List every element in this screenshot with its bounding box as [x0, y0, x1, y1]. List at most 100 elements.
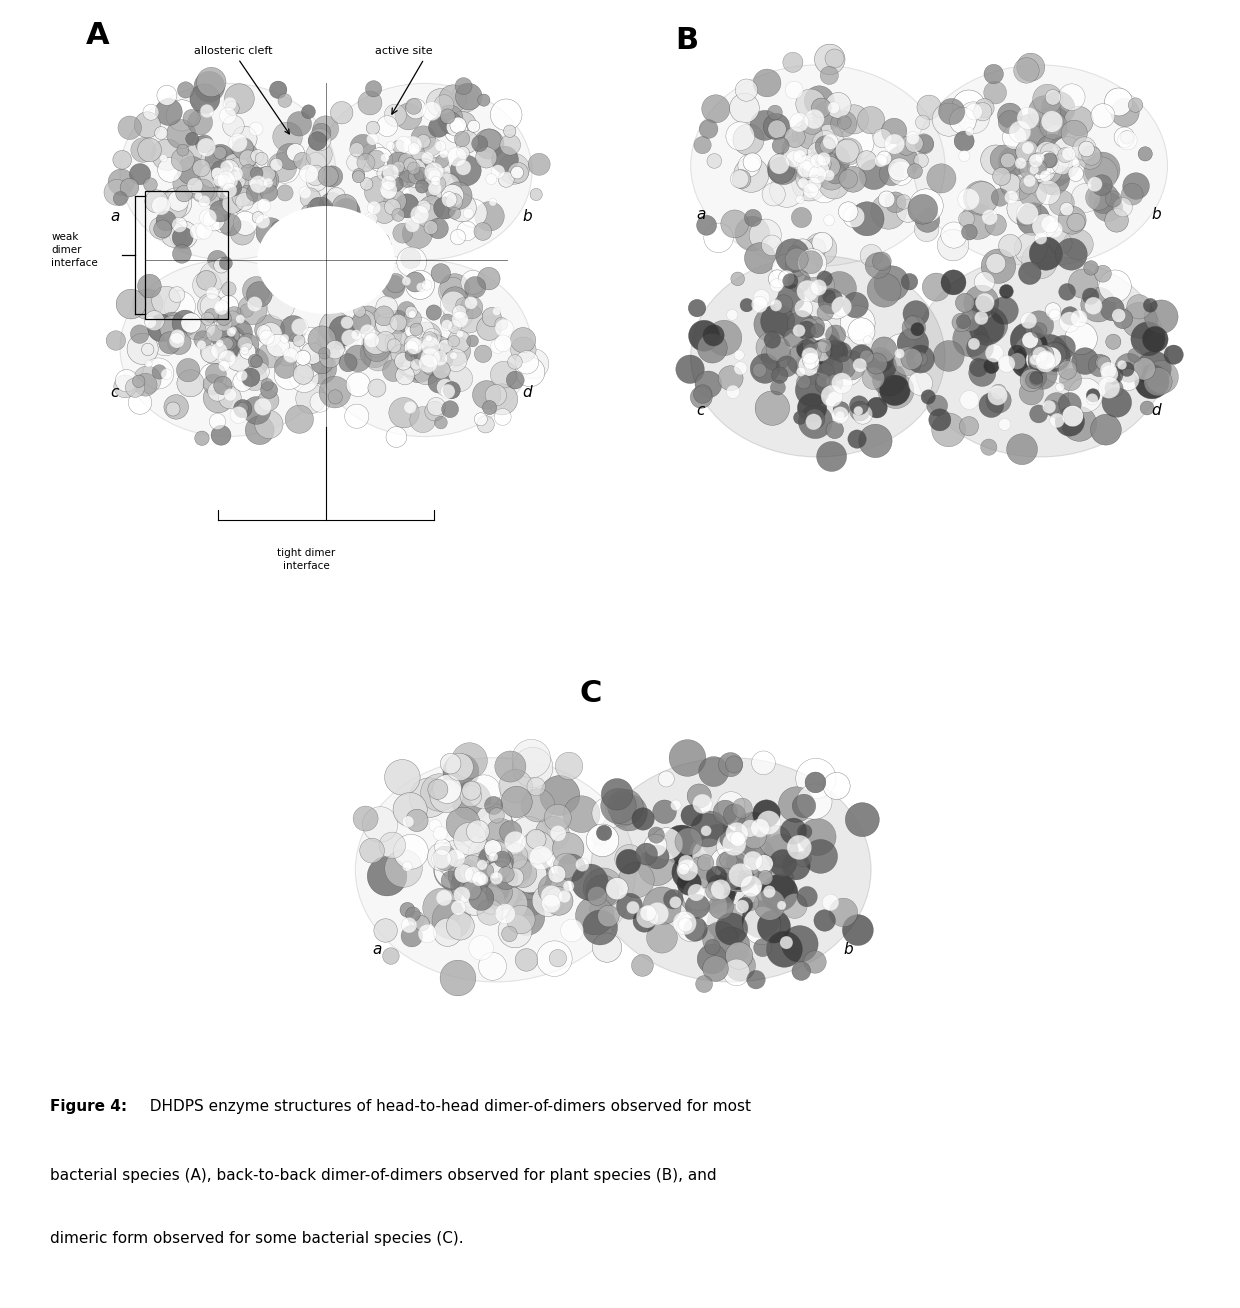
Circle shape: [963, 285, 998, 320]
Circle shape: [768, 105, 782, 120]
Circle shape: [187, 110, 212, 135]
Circle shape: [361, 330, 393, 361]
Circle shape: [905, 135, 924, 153]
Circle shape: [826, 421, 843, 438]
Circle shape: [301, 343, 324, 364]
Circle shape: [397, 247, 427, 277]
Circle shape: [502, 854, 532, 883]
Circle shape: [811, 98, 831, 118]
Circle shape: [1120, 131, 1133, 144]
Circle shape: [773, 137, 789, 154]
Circle shape: [317, 166, 339, 186]
Circle shape: [787, 269, 811, 293]
Circle shape: [806, 413, 822, 430]
Circle shape: [138, 139, 161, 162]
Circle shape: [222, 281, 236, 296]
Circle shape: [169, 286, 185, 302]
Circle shape: [956, 315, 970, 328]
Circle shape: [748, 861, 771, 884]
Circle shape: [849, 402, 869, 421]
Circle shape: [866, 353, 887, 374]
Circle shape: [218, 386, 242, 409]
Circle shape: [792, 324, 805, 337]
Circle shape: [200, 364, 227, 391]
Circle shape: [1068, 166, 1084, 182]
Circle shape: [311, 352, 334, 374]
Circle shape: [511, 337, 536, 362]
Circle shape: [1040, 143, 1061, 165]
Circle shape: [779, 787, 813, 823]
Circle shape: [707, 153, 722, 169]
Circle shape: [486, 862, 503, 879]
Circle shape: [861, 245, 883, 267]
Circle shape: [446, 912, 475, 940]
Circle shape: [968, 360, 996, 386]
Circle shape: [563, 795, 600, 832]
Circle shape: [802, 271, 835, 302]
Circle shape: [797, 161, 815, 178]
Circle shape: [427, 89, 455, 116]
Circle shape: [373, 320, 402, 348]
Ellipse shape: [691, 255, 945, 456]
Circle shape: [405, 318, 434, 347]
Circle shape: [715, 859, 740, 884]
Circle shape: [1078, 145, 1102, 169]
Circle shape: [203, 383, 233, 413]
Circle shape: [472, 841, 507, 875]
Circle shape: [299, 215, 314, 230]
Circle shape: [538, 874, 569, 905]
Circle shape: [1012, 347, 1042, 378]
Circle shape: [248, 354, 262, 368]
Circle shape: [1017, 203, 1038, 225]
Circle shape: [795, 349, 831, 385]
Circle shape: [885, 192, 906, 213]
Circle shape: [288, 330, 319, 361]
Circle shape: [434, 850, 472, 889]
Circle shape: [218, 361, 229, 371]
Circle shape: [435, 141, 445, 152]
Circle shape: [396, 194, 419, 218]
Circle shape: [386, 273, 405, 293]
Circle shape: [164, 395, 188, 419]
Circle shape: [867, 273, 901, 307]
Circle shape: [250, 149, 264, 162]
Circle shape: [405, 306, 418, 318]
Circle shape: [970, 310, 1004, 345]
Circle shape: [817, 152, 831, 166]
Circle shape: [817, 271, 832, 286]
Circle shape: [802, 344, 821, 362]
Circle shape: [241, 347, 249, 354]
Circle shape: [475, 803, 512, 840]
Circle shape: [435, 154, 449, 167]
Circle shape: [806, 335, 832, 361]
Circle shape: [363, 335, 391, 361]
Circle shape: [750, 110, 780, 140]
Circle shape: [808, 318, 832, 341]
Circle shape: [505, 869, 523, 887]
Circle shape: [428, 175, 446, 194]
Circle shape: [879, 375, 910, 405]
Circle shape: [186, 319, 206, 340]
Circle shape: [724, 858, 749, 883]
Circle shape: [495, 751, 526, 782]
Circle shape: [384, 850, 423, 887]
Circle shape: [446, 118, 464, 136]
Circle shape: [836, 351, 866, 381]
Circle shape: [231, 407, 247, 424]
Circle shape: [223, 319, 253, 348]
Circle shape: [126, 334, 159, 365]
Circle shape: [678, 872, 718, 913]
Circle shape: [605, 793, 640, 827]
Circle shape: [884, 133, 904, 154]
Circle shape: [485, 840, 501, 857]
Circle shape: [195, 432, 210, 446]
Circle shape: [539, 776, 580, 815]
Circle shape: [663, 889, 683, 909]
Circle shape: [598, 905, 619, 927]
Circle shape: [237, 403, 248, 413]
Circle shape: [293, 335, 305, 347]
Circle shape: [417, 283, 425, 292]
Circle shape: [804, 951, 826, 973]
Circle shape: [253, 170, 277, 194]
Circle shape: [1095, 266, 1111, 283]
